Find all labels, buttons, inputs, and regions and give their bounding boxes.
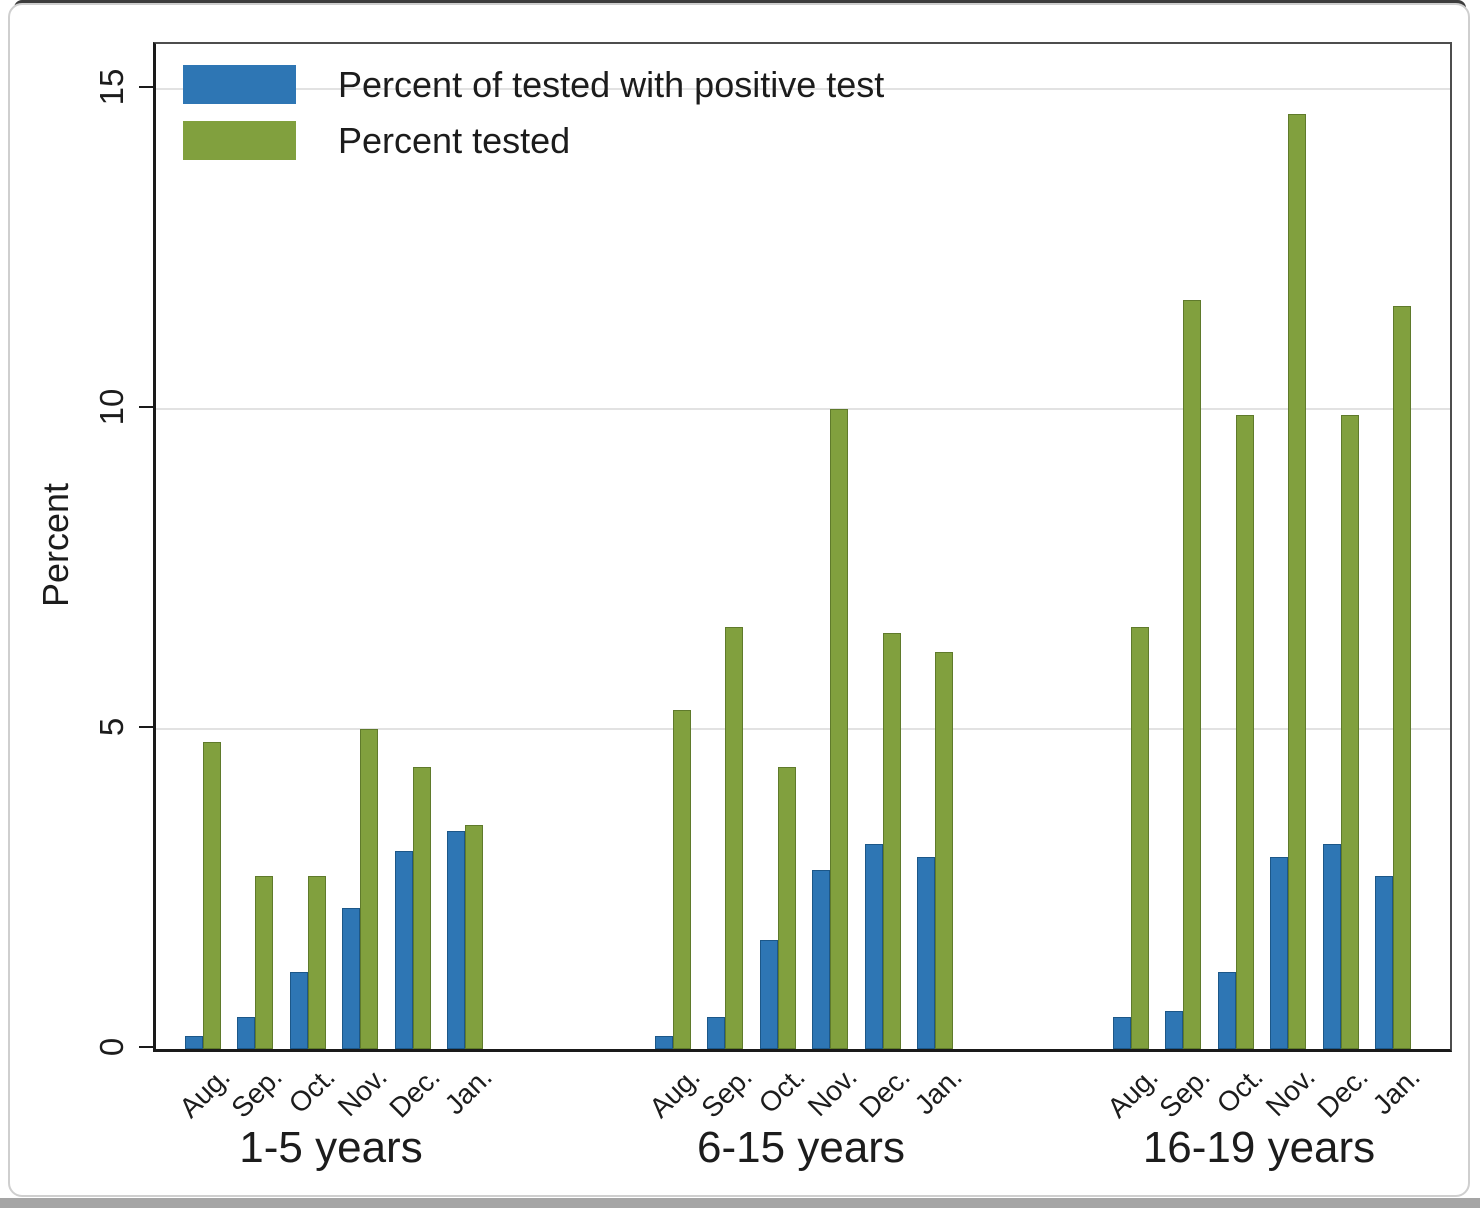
bar-positive-jan <box>917 856 935 1049</box>
y-axis-tick <box>139 85 153 88</box>
y-tick-label: 15 <box>93 68 130 106</box>
legend-label: Percent tested <box>338 120 571 161</box>
bar-positive-oct <box>759 940 778 1049</box>
y-axis-tick <box>139 405 153 408</box>
y-tick-label: 0 <box>93 1037 130 1057</box>
page-bottom-edge <box>0 1198 1480 1208</box>
bar-tested-nov <box>1288 114 1307 1049</box>
tested-series-swatch <box>183 121 296 160</box>
y-axis-title: Percent <box>35 482 76 608</box>
bar-tested-aug <box>1131 626 1149 1049</box>
gridline <box>156 407 1450 410</box>
bar-positive-aug <box>1113 1017 1131 1049</box>
bar-tested-jan <box>465 824 483 1049</box>
bar-tested-oct <box>307 876 326 1049</box>
bar-positive-dec <box>1322 844 1341 1049</box>
group-label: 16-19 years <box>1142 1123 1376 1172</box>
y-axis-tick <box>139 1046 153 1048</box>
bar-positive-sep <box>1165 1010 1184 1049</box>
positive-series-swatch <box>183 65 296 104</box>
bar-positive-nov <box>1270 856 1289 1049</box>
bar-tested-dec <box>1340 415 1359 1049</box>
legend-label: Percent of tested with positive test <box>338 64 885 105</box>
figure-card: Percent Percent of tested with positive … <box>8 3 1470 1197</box>
bar-tested-sep <box>1183 300 1202 1049</box>
bar-positive-jan <box>1375 876 1393 1049</box>
bar-positive-sep <box>707 1017 726 1049</box>
group-label: 1-5 years <box>239 1123 423 1172</box>
bar-positive-oct <box>289 972 308 1049</box>
bar-positive-oct <box>1217 972 1236 1049</box>
bar-tested-dec <box>412 767 431 1049</box>
bar-positive-nov <box>812 869 831 1049</box>
plot-area <box>153 42 1452 1052</box>
bar-positive-sep <box>237 1017 256 1049</box>
gridline <box>156 87 1450 90</box>
group-label: 6-15 years <box>697 1123 905 1172</box>
bar-tested-dec <box>882 632 901 1049</box>
bar-tested-nov <box>830 408 849 1049</box>
legend-item-positive: Percent of tested with positive test <box>183 65 884 104</box>
bar-positive-dec <box>864 844 883 1049</box>
bar-tested-jan <box>1393 306 1411 1049</box>
bar-positive-nov <box>342 908 361 1049</box>
bar-tested-oct <box>777 767 796 1049</box>
bar-tested-oct <box>1235 415 1254 1049</box>
bar-tested-sep <box>725 626 744 1049</box>
y-axis-tick <box>139 725 153 728</box>
legend-item-tested: Percent tested <box>183 121 884 160</box>
bar-tested-sep <box>255 876 274 1049</box>
bar-positive-dec <box>394 850 413 1049</box>
gridline <box>156 727 1450 730</box>
bar-tested-nov <box>360 728 379 1049</box>
bar-tested-aug <box>203 741 221 1049</box>
bar-tested-aug <box>673 709 691 1049</box>
bar-positive-aug <box>655 1036 673 1049</box>
y-tick-label: 10 <box>93 388 130 426</box>
legend: Percent of tested with positive test Per… <box>183 65 884 177</box>
bar-tested-jan <box>935 652 953 1049</box>
bar-positive-aug <box>185 1036 203 1049</box>
y-tick-label: 5 <box>93 717 130 737</box>
bar-positive-jan <box>447 831 465 1049</box>
